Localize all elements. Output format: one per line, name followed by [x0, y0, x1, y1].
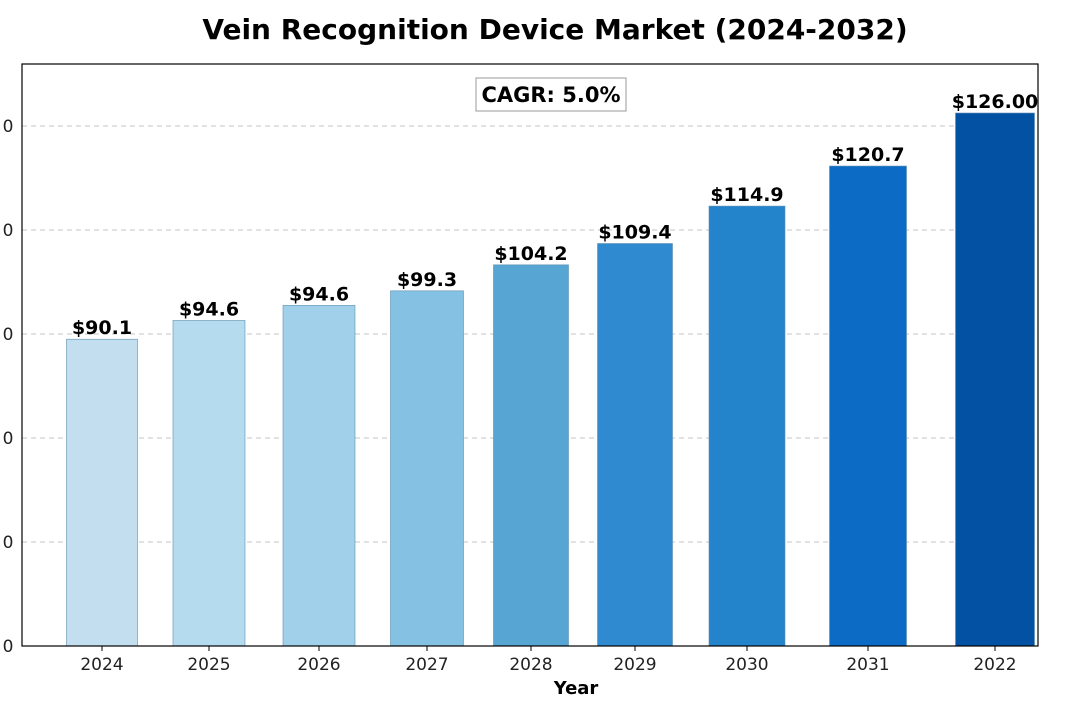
y-tick-label: 0 — [3, 429, 14, 449]
x-tick-label-2025: 2025 — [187, 655, 230, 675]
bars — [66, 112, 1035, 651]
data-label-2027: $99.3 — [397, 269, 457, 291]
data-label-2022: $126.00 — [952, 91, 1039, 113]
x-tick-label-2028: 2028 — [509, 655, 552, 675]
data-labels: $90.1 $94.6 $94.6 $99.3 $104.2 $109.4 $114.9 $1… — [72, 91, 1038, 339]
data-label-2028: $104.2 — [494, 243, 567, 265]
bar-2026 — [282, 305, 356, 647]
x-tick-label-2027: 2027 — [405, 655, 448, 675]
plot-frame — [21, 63, 1039, 647]
x-tick-label-2024: 2024 — [80, 655, 123, 675]
data-label-2026: $94.6 — [289, 283, 349, 305]
data-label-2030: $114.9 — [710, 184, 783, 206]
y-tick-labels: 0 0 0 0 0 0 — [3, 117, 14, 657]
x-tick-labels: 2024 2025 2026 2027 2028 2029 2030 2031 2022 — [80, 655, 1016, 675]
bar-2029 — [597, 243, 673, 647]
y-tick-label: 0 — [3, 637, 14, 657]
data-label-2025: $94.6 — [179, 298, 239, 320]
x-tick-label-2030: 2030 — [725, 655, 768, 675]
y-tick-label: 0 — [3, 117, 14, 137]
bar-2025 — [172, 320, 246, 647]
x-tick-label-2022: 2022 — [973, 655, 1016, 675]
y-tick-label: 0 — [3, 325, 14, 345]
cagr-text: CAGR: 5.0% — [481, 83, 620, 107]
data-label-2024: $90.1 — [72, 317, 132, 339]
y-tick-label: 0 — [3, 533, 14, 553]
x-tick-label-2031: 2031 — [846, 655, 889, 675]
data-label-2029: $109.4 — [598, 222, 671, 244]
bar-2024 — [66, 338, 138, 647]
x-axis-label: Year — [553, 678, 599, 699]
y-tick-label: 0 — [3, 221, 14, 241]
bar-2031 — [829, 165, 907, 647]
data-label-2031: $120.7 — [831, 144, 904, 166]
bar-2028 — [493, 264, 569, 647]
bar-2022 — [955, 112, 1035, 647]
bar-2030 — [708, 205, 786, 647]
chart-title: Vein Recognition Device Market (2024-203… — [202, 13, 907, 46]
bar-2027 — [390, 290, 464, 647]
cagr-box-frame — [475, 77, 627, 112]
cagr-annotation: CAGR: 5.0% — [475, 77, 627, 112]
x-tick-label-2026: 2026 — [297, 655, 340, 675]
x-tick-label-2029: 2029 — [613, 655, 656, 675]
